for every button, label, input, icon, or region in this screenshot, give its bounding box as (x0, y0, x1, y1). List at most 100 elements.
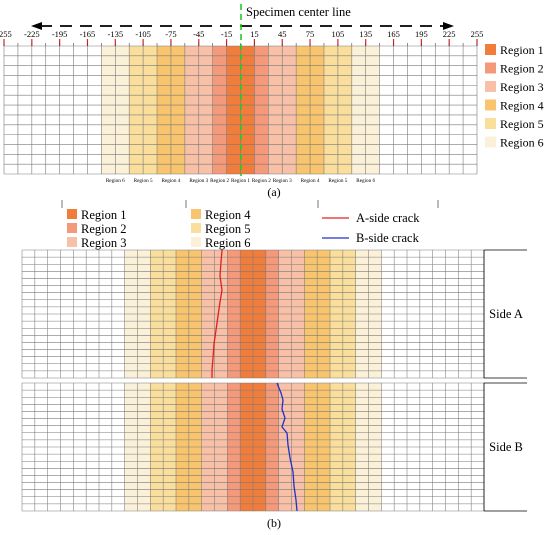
bottom-region-label: Region 4 (301, 178, 320, 184)
region-band-col-16 (226, 46, 241, 174)
tick-label: 135 (359, 29, 372, 39)
legend-swatch-region-4 (485, 99, 496, 111)
region-band-col-21 (296, 46, 311, 174)
arrow-head-left (31, 22, 42, 30)
region-band-col-28 (393, 46, 408, 174)
legend-b-swatch-region-1 (67, 209, 77, 219)
tick-label: -75 (165, 29, 176, 39)
side-b-crack (276, 382, 298, 512)
region-band-col-22 (310, 46, 325, 174)
region-band-col-10 (143, 46, 158, 174)
region-band-col-1 (17, 46, 33, 174)
bottom-region-label: Region 2 (252, 178, 271, 184)
tick-label: -15 (221, 29, 232, 39)
bottom-region-label: Region 6 (356, 178, 375, 184)
bottom-region-label: Region 6 (106, 178, 125, 184)
legend-label-region-3: Region 3 (500, 80, 544, 94)
tick-label: -255 (0, 29, 12, 39)
region-band-col-27 (379, 46, 394, 174)
region-band-col-20 (282, 46, 297, 174)
legend-b-label-region-2: Region 2 (81, 222, 126, 236)
legend-b-swatch-region-2 (67, 223, 77, 233)
region-band-col-7 (101, 46, 116, 174)
panel-a-legend: Region 1 Region 2 Region 3 Region 4 Region 5… (485, 43, 544, 150)
region-band-col-13 (184, 46, 200, 174)
legend-b-swatch-region-3 (67, 237, 77, 247)
tick-label: 15 (250, 29, 259, 39)
region-band-col-33 (463, 46, 478, 174)
panel-a: -255 -225 -195 -165 -135 -105 -75 -45 -15 15 45 75 1… (0, 4, 544, 199)
panel-a-region-bands (4, 46, 478, 174)
region-band-col-2 (31, 46, 47, 174)
legend-label-region-1: Region 1 (500, 43, 544, 57)
panel-a-bottom-labels: Region 6 Region 5 Region 4 Region 3 Region 2… (106, 178, 376, 184)
legend-b-label-region-1: Region 1 (81, 208, 126, 222)
tick-label: -165 (80, 29, 96, 39)
legend-b-swatch-region-5 (191, 223, 201, 233)
tick-label: 255 (471, 29, 484, 39)
tick-label: 165 (387, 29, 400, 39)
legend-b-label-region-5: Region 5 (205, 222, 250, 236)
region-band-col-12 (170, 46, 186, 174)
legend-b-swatch-region-4 (191, 209, 201, 219)
tick-label: -135 (107, 29, 123, 39)
tick-label: 225 (443, 29, 456, 39)
bottom-region-label: Region 4 (161, 178, 180, 184)
legend-label-region-4: Region 4 (500, 99, 544, 113)
region-band-col-18 (254, 46, 269, 174)
arrow-head-right (443, 22, 454, 30)
legend-b-swatch-region-6 (191, 237, 201, 247)
tick-label: 105 (332, 29, 345, 39)
region-band-col-17 (240, 46, 255, 174)
legend-swatch-region-1 (485, 44, 496, 55)
region-band-col-4 (59, 46, 74, 174)
legend-label-region-2: Region 2 (500, 62, 544, 76)
region-band-col-32 (449, 46, 464, 174)
side-a-panel: Side A (21, 249, 527, 379)
tick-label: -195 (52, 29, 68, 39)
legend-label-region-5: Region 5 (500, 117, 544, 131)
legend-b-crack-label: B-side crack (356, 231, 420, 245)
panel-a-caption: (a) (267, 185, 280, 199)
panel-b-caption: (b) (267, 516, 281, 530)
region-band-col-0 (4, 46, 19, 174)
tick-label: -105 (135, 29, 151, 39)
region-band-col-8 (115, 46, 130, 174)
legend-b-label-region-4: Region 4 (205, 208, 251, 222)
bottom-region-label: Region 2 (210, 178, 229, 184)
region-band-col-9 (129, 46, 144, 174)
bottom-region-label: Region 3 (273, 178, 292, 184)
tick-label: 45 (278, 29, 287, 39)
legend-swatch-region-6 (485, 136, 496, 148)
tick-label: 195 (415, 29, 428, 39)
region-band-col-29 (407, 46, 422, 174)
side-b-panel: Side B (21, 382, 527, 512)
bottom-region-label: Region 5 (328, 178, 347, 184)
region-band-col-11 (157, 46, 172, 174)
region-band-col-6 (87, 46, 102, 174)
legend-a-crack-label: A-side crack (356, 211, 420, 225)
side-a-label: Side A (489, 307, 523, 321)
region-band-col-19 (268, 46, 283, 174)
bottom-region-label: Region 3 (189, 178, 208, 184)
panel-a-direction-arrow (31, 22, 454, 30)
tick-label: -45 (193, 29, 204, 39)
legend-label-region-6: Region 6 (500, 136, 544, 150)
region-band-col-24 (337, 46, 353, 174)
legend-swatch-region-5 (485, 118, 496, 129)
tick-label: -225 (24, 29, 40, 39)
region-band-col-31 (435, 46, 450, 174)
legend-swatch-region-2 (485, 62, 496, 74)
region-band-col-3 (45, 46, 60, 174)
region-band-col-25 (351, 46, 367, 174)
region-band-col-30 (421, 46, 436, 174)
region-band-col-23 (323, 46, 339, 174)
region-band-col-14 (198, 46, 213, 174)
side-b-label: Side B (489, 440, 523, 454)
center-line-label: Specimen center line (246, 5, 351, 19)
side-a-crack (211, 249, 223, 378)
region-band-col-5 (73, 46, 88, 174)
legend-b-label-region-6: Region 6 (205, 236, 250, 250)
